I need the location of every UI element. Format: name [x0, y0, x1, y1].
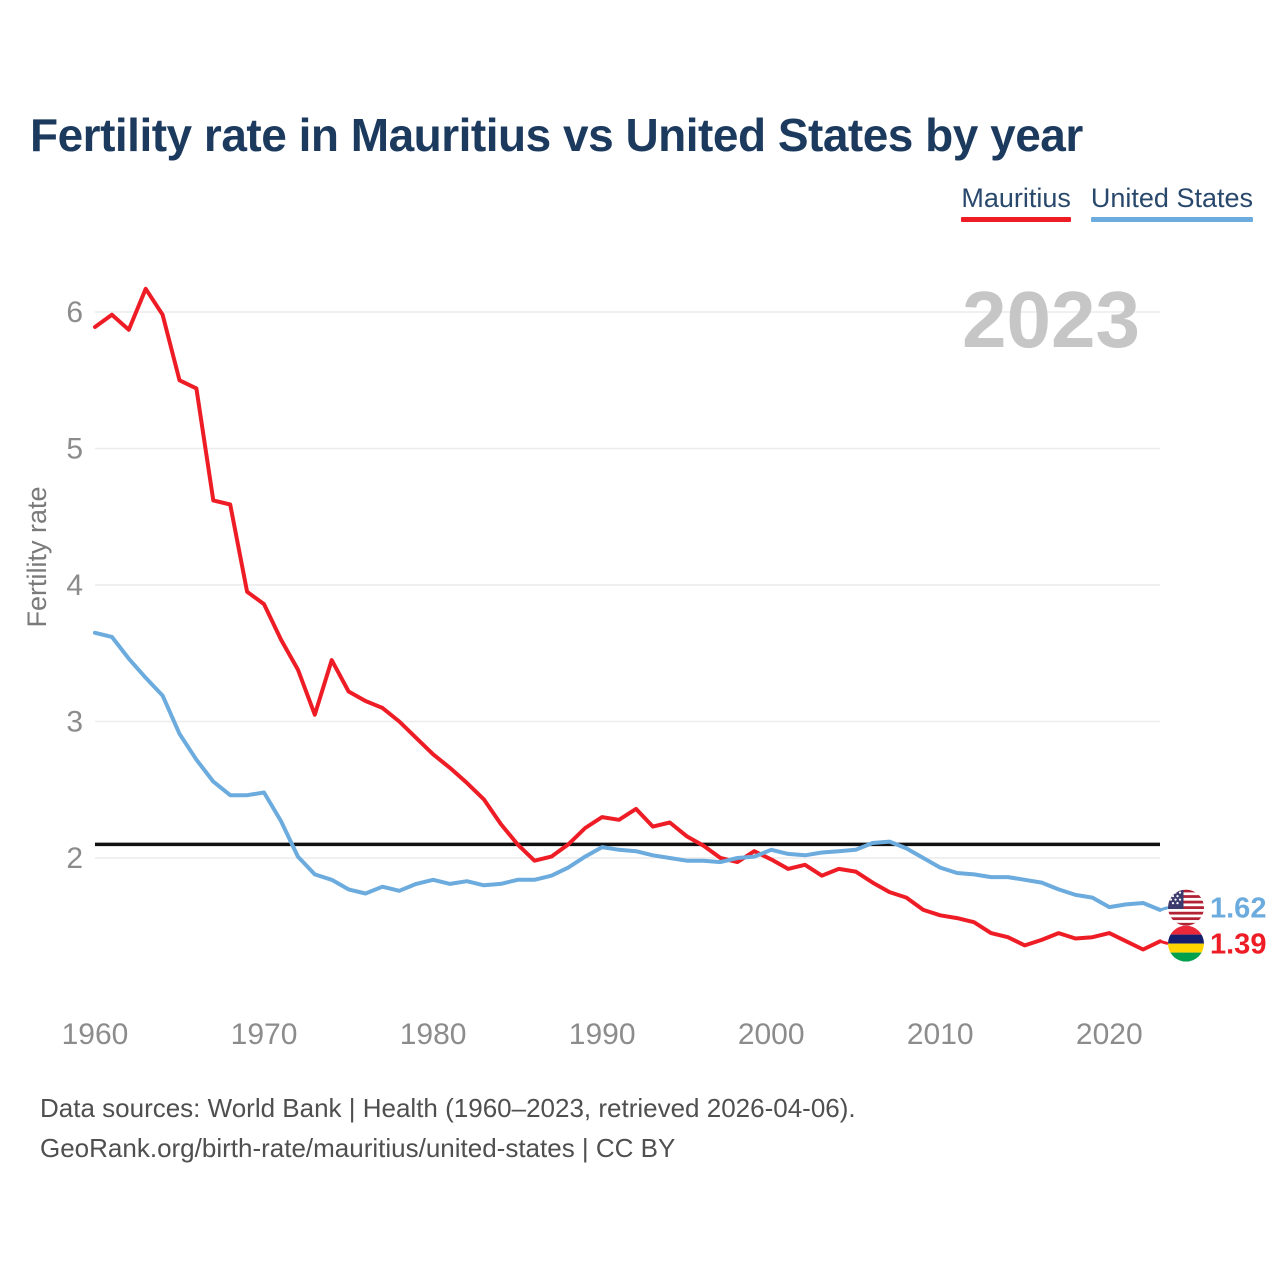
x-tick-label: 2010 — [907, 1018, 974, 1051]
year-badge: 2023 — [962, 275, 1140, 364]
series-line-mauritius — [93, 286, 1162, 952]
us-flag-icon — [1168, 889, 1204, 926]
data-source-note: Data sources: World Bank | Health (1960–… — [40, 1088, 856, 1168]
y-tick-label: 4 — [66, 569, 83, 602]
endpoint-value-mauritius: 1.39 — [1210, 929, 1266, 961]
page-title: Fertility rate in Mauritius vs United St… — [30, 109, 1083, 161]
y-tick-label: 6 — [66, 296, 83, 329]
legend-item-mauritius[interactable]: Mauritius — [961, 183, 1071, 222]
x-axis-labels: 1960 1970 1980 1990 2000 2010 2020 — [62, 1018, 1143, 1051]
data-source-line2: GeoRank.org/birth-rate/mauritius/united-… — [40, 1133, 676, 1163]
mauritius-flag-icon — [1168, 925, 1204, 962]
endpoint-united-states: 1.62 — [1168, 889, 1266, 926]
legend-underline-united-states — [1090, 217, 1253, 222]
x-tick-label: 1990 — [569, 1018, 636, 1051]
legend-item-united-states[interactable]: United States — [1090, 183, 1253, 222]
x-tick-label: 1960 — [62, 1018, 129, 1051]
gridlines: 2 3 4 5 6 — [66, 296, 1160, 875]
y-tick-label: 5 — [66, 433, 83, 466]
endpoint-mauritius: 1.39 — [1168, 925, 1266, 962]
y-tick-label: 2 — [66, 842, 83, 875]
series-line-united-states — [93, 630, 1162, 912]
endpoint-connector-united-states — [1159, 906, 1169, 912]
y-axis-title: Fertility rate — [22, 486, 52, 627]
legend-underline-mauritius — [961, 217, 1071, 222]
legend: Mauritius United States — [961, 183, 1253, 222]
data-source-line1: Data sources: World Bank | Health (1960–… — [40, 1093, 856, 1123]
legend-label-mauritius: Mauritius — [961, 183, 1071, 213]
series-lines — [93, 286, 1169, 952]
x-tick-label: 2000 — [738, 1018, 805, 1051]
x-tick-label: 1970 — [231, 1018, 298, 1051]
legend-label-united-states: United States — [1090, 183, 1253, 213]
x-tick-label: 2020 — [1076, 1018, 1143, 1051]
y-tick-label: 3 — [66, 706, 83, 739]
x-tick-label: 1980 — [400, 1018, 467, 1051]
endpoint-value-united-states: 1.62 — [1210, 893, 1266, 925]
endpoint-connector-mauritius — [1159, 939, 1169, 946]
